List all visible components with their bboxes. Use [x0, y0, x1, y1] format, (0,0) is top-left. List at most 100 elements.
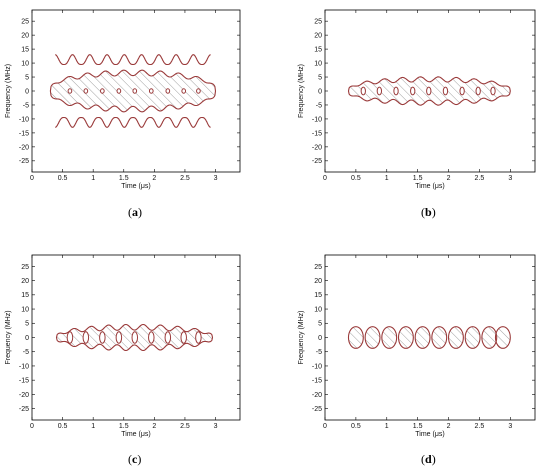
contour-cell — [381, 326, 398, 349]
x-tick-label: 1 — [91, 175, 95, 182]
y-tick-label: -15 — [19, 378, 29, 385]
contour-hole — [66, 331, 74, 344]
x-tick-label: 1.5 — [413, 175, 423, 182]
x-tick-label: 2.5 — [180, 175, 190, 182]
contour-hole — [116, 88, 122, 94]
caption-b: (b) — [421, 205, 436, 219]
y-tick-label: 20 — [314, 278, 322, 285]
y-tick-label: -15 — [312, 378, 322, 385]
y-tick-label: -5 — [23, 349, 29, 356]
contour-hole — [82, 331, 90, 344]
y-tick-label: -20 — [19, 144, 29, 151]
contour-hole — [115, 331, 123, 344]
x-tick-label: 0.5 — [58, 175, 68, 182]
y-tick-label: 5 — [318, 321, 322, 328]
contour-hole — [459, 86, 465, 96]
y-tick-label: 5 — [25, 74, 29, 81]
y-tick-label: 10 — [314, 306, 322, 313]
x-tick-label: 1 — [385, 175, 389, 182]
contour-hole — [410, 86, 416, 96]
y-tick-label: -5 — [23, 102, 29, 109]
plot-area — [347, 76, 511, 106]
contour-hole — [475, 86, 481, 96]
y-tick-label: 5 — [25, 321, 29, 328]
y-tick-label: 25 — [314, 264, 322, 271]
x-axis-label: Time (μs) — [121, 431, 150, 438]
y-tick-label: -20 — [19, 392, 29, 399]
y-tick-label: 0 — [25, 88, 29, 95]
y-tick-label: 10 — [314, 60, 322, 67]
contour-cell — [481, 326, 498, 349]
contour-hole — [195, 331, 202, 344]
x-tick-label: 0 — [30, 175, 34, 182]
contour-hole — [165, 88, 171, 94]
y-tick-label: -15 — [19, 130, 29, 137]
caption-a: (a) — [128, 205, 142, 219]
x-tick-label: 1.5 — [119, 175, 129, 182]
x-tick-label: 2 — [447, 175, 451, 182]
x-tick-label: 2.5 — [475, 175, 485, 182]
y-tick-label: 20 — [314, 33, 322, 40]
y-axis-label: Frequency (MHz) — [298, 310, 305, 364]
y-tick-label: -25 — [19, 406, 29, 413]
contour-cell — [431, 326, 448, 349]
y-tick-label: 0 — [318, 335, 322, 342]
contour-hole — [148, 88, 154, 94]
y-tick-label: -25 — [312, 158, 322, 165]
x-tick-label: 1.5 — [119, 423, 129, 430]
contour-hole — [376, 86, 383, 96]
contour-hole — [164, 331, 172, 344]
contour-hole — [180, 331, 187, 344]
x-tick-label: 1 — [385, 423, 389, 430]
x-tick-label: 1 — [91, 423, 95, 430]
contour-hole — [100, 88, 105, 94]
caption-c: (c) — [128, 452, 141, 466]
panel-a: 0 0.5 1 1.5 2 2.5 3 25 20 15 10 5 0 -5 -10 -15 -20 -25 Tim… — [5, 9, 241, 190]
y-tick-label: 5 — [318, 74, 322, 81]
y-axis-label: Frequency (MHz) — [5, 64, 12, 118]
x-tick-label: 2 — [152, 175, 156, 182]
x-tick-label: 3 — [508, 175, 512, 182]
side-lobe-upper — [55, 54, 211, 66]
panel-b: 0 0.5 1 1.5 2 2.5 3 25 20 15 10 5 0 -5 -10 -15 -20 -25 Tim… — [298, 9, 536, 190]
plot-area — [347, 326, 511, 349]
y-tick-label: -25 — [19, 158, 29, 165]
x-axis-label: Time (μs) — [121, 183, 150, 190]
y-tick-label: 15 — [314, 292, 322, 299]
contour-cell — [414, 326, 431, 349]
contour-hole — [132, 88, 138, 94]
caption-d: (d) — [421, 452, 436, 466]
y-tick-label: 10 — [21, 306, 29, 313]
y-tick-label: 10 — [21, 60, 29, 67]
contour-cell — [494, 326, 511, 349]
contour-cell — [464, 326, 481, 349]
panel-c: 0 0.5 1 1.5 2 2.5 3 25 20 15 10 5 0 -5 -10 -15 -20 -25 Tim… — [5, 254, 241, 438]
y-tick-label: 0 — [25, 335, 29, 342]
x-tick-label: 2.5 — [475, 423, 485, 430]
contour-hole — [181, 88, 187, 94]
y-tick-label: 15 — [314, 47, 322, 54]
x-tick-label: 3 — [508, 423, 512, 430]
contour-hole — [99, 331, 106, 344]
x-tick-label: 1.5 — [413, 423, 423, 430]
y-axis-label: Frequency (MHz) — [298, 64, 305, 118]
contour-hole — [360, 86, 366, 96]
contour-hole — [196, 88, 201, 94]
contour-cell — [364, 326, 381, 349]
y-tick-label: 25 — [314, 19, 322, 26]
y-tick-label: 25 — [21, 264, 29, 271]
contour-hole — [490, 86, 496, 96]
x-tick-label: 3 — [214, 423, 218, 430]
y-tick-label: -25 — [312, 406, 322, 413]
x-axis-label: Time (μs) — [415, 431, 444, 438]
y-tick-label: -5 — [316, 102, 322, 109]
y-tick-label: -10 — [19, 116, 29, 123]
y-tick-label: -10 — [312, 363, 322, 370]
contour-hole — [67, 88, 73, 94]
y-tick-label: 15 — [21, 292, 29, 299]
contour-hole — [442, 86, 449, 96]
contour-cell — [447, 326, 464, 349]
y-axis-label: Frequency (MHz) — [5, 310, 12, 364]
x-tick-label: 0.5 — [351, 423, 361, 430]
x-tick-label: 3 — [214, 175, 218, 182]
